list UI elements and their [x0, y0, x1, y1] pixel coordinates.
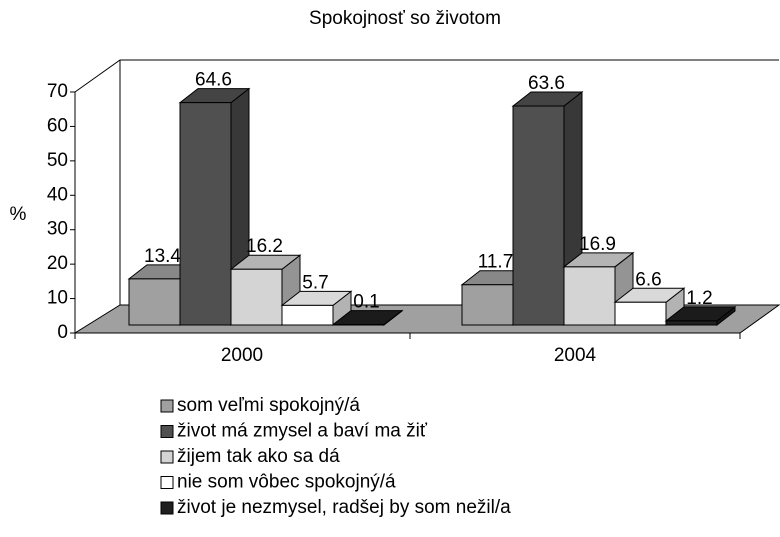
y-tick-label: 50: [47, 150, 68, 171]
y-tick-label: 0: [57, 322, 68, 343]
value-label: 1.2: [686, 288, 712, 309]
bar-front: [665, 320, 718, 326]
x-tick-label: 2004: [554, 345, 597, 366]
value-label: 13.4: [144, 246, 181, 267]
bar-front: [230, 268, 283, 326]
y-tick-label: 40: [47, 184, 68, 205]
y-tick-label: 10: [47, 288, 68, 309]
legend-label: život má zmysel a baví ma žiť: [177, 421, 428, 442]
legend-swatch: [160, 399, 174, 413]
y-axis-label: %: [10, 204, 27, 225]
value-label: 63.6: [528, 73, 565, 94]
legend-label: život je nezmysel, radšej by som nežil/a: [177, 497, 511, 518]
legend-label: som veľmi spokojný/á: [177, 395, 360, 416]
legend-swatch: [160, 501, 174, 515]
value-label: 11.7: [478, 252, 514, 273]
y-tick-label: 70: [47, 81, 68, 102]
value-label: 5.7: [302, 272, 328, 293]
bar-front: [614, 301, 667, 326]
bar-front: [461, 284, 514, 326]
chart-title: Spokojnosť so životom: [309, 8, 501, 29]
legend-swatch: [160, 425, 174, 438]
value-label: 64.6: [195, 70, 232, 91]
legend-label: žijem tak ako sa dá: [177, 446, 340, 467]
bar: [280, 290, 353, 327]
bar-front: [512, 105, 565, 326]
y-tick-label: 20: [47, 253, 68, 274]
bar-front: [281, 304, 334, 326]
value-label: 0.1: [353, 292, 379, 313]
legend-swatch: [160, 476, 174, 489]
bar-front: [563, 266, 616, 326]
value-label: 16.9: [579, 234, 616, 255]
y-tick-label: 60: [47, 115, 68, 136]
value-label: 16.2: [246, 236, 283, 257]
legend-swatch: [160, 450, 174, 464]
bar-front: [179, 102, 232, 326]
value-label: 6.6: [635, 269, 661, 290]
legend-label: nie som vôbec spokojný/á: [177, 472, 396, 493]
bar: [331, 309, 404, 327]
bar: [664, 305, 737, 327]
y-tick-label: 30: [47, 219, 68, 240]
bar: [613, 287, 686, 327]
bar-front: [128, 278, 181, 326]
back-wall-edge: [74, 59, 779, 93]
x-tick-label: 2000: [221, 345, 263, 366]
